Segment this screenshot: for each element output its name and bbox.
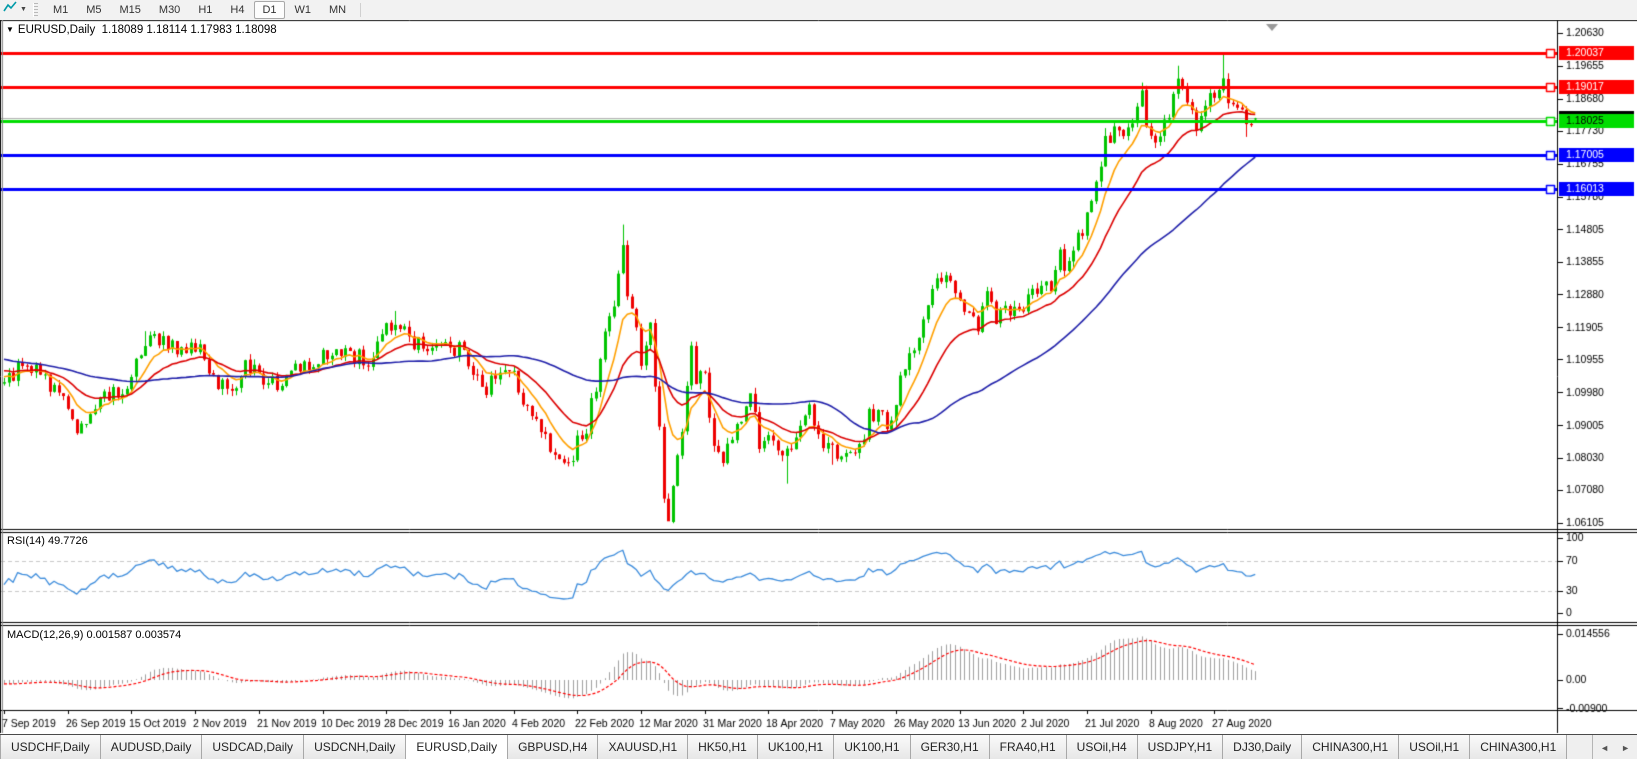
- rsi-indicator-label: RSI(14) 49.7726: [7, 535, 88, 547]
- tab-xauusd-h1[interactable]: XAUUSD,H1: [598, 735, 689, 759]
- tab-audusd-daily[interactable]: AUDUSD,Daily: [100, 735, 203, 759]
- tab-hk50-h1[interactable]: HK50,H1: [688, 735, 758, 759]
- chart-symbol-label: EURUSD,Daily: [17, 24, 96, 36]
- timeframe-toolbar: ▼ M1 M5 M15 M30 H1 H4 D1 W1 MN: [0, 0, 1637, 20]
- chart-ohlc-values: 1.18089 1.18114 1.17983 1.18098: [101, 24, 277, 36]
- timeframe-button-d1[interactable]: D1: [254, 1, 285, 19]
- tab-china300-h1[interactable]: CHINA300,H1: [1302, 735, 1400, 759]
- tab-uk100-h1[interactable]: UK100,H1: [834, 735, 911, 759]
- macd-indicator-label: MACD(12,26,9) 0.001587 0.003574: [7, 629, 182, 641]
- tab-uk100-h1[interactable]: UK100,H1: [757, 735, 835, 759]
- timeframe-button-m1[interactable]: M1: [52, 4, 69, 16]
- tab-dj30-daily[interactable]: DJ30,Daily: [1223, 735, 1303, 759]
- tab-usoil-h1[interactable]: USOil,H1: [1399, 735, 1471, 759]
- timeframe-button-m30[interactable]: M30: [158, 4, 181, 16]
- tab-scroll-right-icon[interactable]: ►: [1621, 742, 1630, 753]
- tab-usdjpy-h1[interactable]: USDJPY,H1: [1137, 735, 1224, 759]
- timeframe-button-mn[interactable]: MN: [329, 4, 347, 16]
- symbol-caret-icon: ▼: [6, 25, 14, 34]
- tab-fra40-h1[interactable]: FRA40,H1: [989, 735, 1067, 759]
- timeframe-button-h1[interactable]: H1: [198, 4, 213, 16]
- toolbar-separator: [360, 3, 362, 17]
- tab-ger30-h1[interactable]: GER30,H1: [910, 735, 990, 759]
- tab-china300-h1[interactable]: CHINA300,H1: [1470, 735, 1568, 759]
- tab-scroll-left-icon[interactable]: ◄: [1600, 742, 1610, 753]
- chart-line-icon: [3, 1, 18, 19]
- timeframe-button-h4[interactable]: H4: [230, 4, 245, 16]
- timeframe-button-m5[interactable]: M5: [86, 4, 102, 16]
- chart-title: ▼ EURUSD,Daily 1.18089 1.18114 1.17983 1.…: [6, 24, 277, 36]
- timeframe-button-w1[interactable]: W1: [294, 4, 312, 16]
- timeframe-button-m15[interactable]: M15: [119, 4, 141, 16]
- chart-objects-button[interactable]: ▼: [0, 1, 31, 19]
- chart-tabs-bar: USDCHF,Daily AUDUSD,Daily USDCAD,Daily USDC…: [0, 734, 1637, 759]
- timeframe-buttons: M1 M5 M15 M30 H1 H4 D1 W1 MN: [44, 1, 355, 19]
- tab-usoil-h4[interactable]: USOil,H4: [1066, 735, 1138, 759]
- tab-eurusd-daily[interactable]: EURUSD,Daily: [406, 735, 509, 759]
- chevron-down-icon: ▼: [20, 6, 27, 13]
- tab-usdchf-daily[interactable]: USDCHF,Daily: [0, 735, 101, 759]
- tab-gbpusd-h4[interactable]: GBPUSD,H4: [508, 735, 599, 759]
- toolbar-gripper[interactable]: [32, 3, 38, 17]
- tab-usdcnh-daily[interactable]: USDCNH,Daily: [304, 735, 407, 759]
- tab-usdcad-daily[interactable]: USDCAD,Daily: [202, 735, 305, 759]
- tab-scroll-buttons: ◄ ►: [1592, 735, 1637, 759]
